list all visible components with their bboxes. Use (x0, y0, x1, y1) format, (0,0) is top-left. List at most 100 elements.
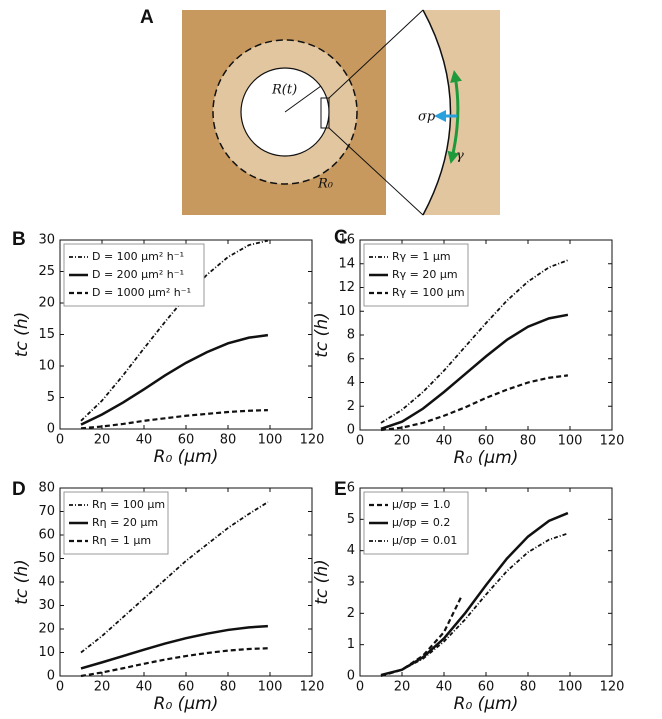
y-tick-label: 25 (38, 264, 55, 279)
y-axis-label: tc (h) (12, 559, 32, 604)
x-tick-label: 80 (520, 434, 537, 449)
zoom-line (328, 127, 424, 216)
legend-label: Rη = 100 μm (92, 498, 165, 511)
x-axis-label: R₀ (μm) (454, 694, 519, 714)
x-tick-label: 80 (220, 680, 237, 695)
x-tick-label: 100 (558, 680, 583, 695)
y-tick-label: 50 (38, 551, 55, 566)
y-tick-label: 5 (347, 512, 355, 527)
y-tick-label: 30 (38, 598, 55, 613)
x-tick-label: 20 (394, 680, 411, 695)
y-axis-label: tc (h) (312, 312, 332, 357)
radius-label: R(t) (271, 83, 297, 98)
tension-label: γ (456, 149, 464, 164)
y-tick-label: 10 (338, 304, 355, 319)
y-tick-label: 16 (338, 233, 355, 248)
x-tick-label: 80 (520, 680, 537, 695)
series-line (380, 597, 462, 678)
x-axis-label: R₀ (μm) (154, 447, 219, 467)
x-tick-label: 120 (600, 434, 625, 449)
y-tick-label: 60 (38, 528, 55, 543)
series-line (380, 374, 569, 432)
x-tick-label: 20 (94, 433, 111, 448)
series-line (380, 532, 569, 676)
y-tick-label: 0 (47, 669, 55, 684)
x-tick-label: 0 (356, 434, 364, 449)
legend-label: D = 200 μm² h⁻¹ (92, 268, 184, 281)
legend-label: Rη = 20 μm (92, 516, 158, 529)
y-tick-label: 6 (347, 481, 355, 496)
panel-label: D (12, 479, 26, 500)
y-tick-label: 10 (38, 645, 55, 660)
legend-label: Rγ = 100 μm (392, 286, 465, 299)
y-tick-label: 15 (38, 327, 55, 342)
zoom-box (320, 97, 330, 129)
x-tick-label: 120 (300, 433, 325, 448)
legend-label: D = 100 μm² h⁻¹ (92, 250, 184, 263)
pressure-label: σp (418, 110, 436, 125)
legend-label: Rγ = 20 μm (392, 268, 458, 281)
y-tick-label: 8 (347, 328, 355, 343)
legend-label: D = 1000 μm² h⁻¹ (92, 286, 191, 299)
x-tick-label: 20 (94, 680, 111, 695)
legend-label: μ/σp = 0.01 (392, 534, 457, 547)
panel-a: A R(t) R₀ σp γ (140, 7, 500, 216)
x-tick-label: 100 (558, 434, 583, 449)
y-tick-label: 20 (38, 622, 55, 637)
y-tick-label: 1 (347, 637, 355, 652)
x-tick-label: 40 (436, 434, 453, 449)
y-tick-label: 14 (338, 256, 355, 271)
panel-label: B (12, 229, 26, 250)
y-tick-label: 40 (38, 575, 55, 590)
y-tick-label: 20 (38, 296, 55, 311)
series-line (380, 259, 569, 424)
x-tick-label: 20 (394, 434, 411, 449)
x-tick-label: 0 (356, 680, 364, 695)
outer-label: R₀ (317, 177, 334, 192)
series-line (80, 624, 268, 670)
x-tick-label: 60 (478, 434, 495, 449)
x-tick-label: 80 (220, 433, 237, 448)
y-axis-label: tc (h) (312, 559, 332, 604)
panel-label: A (140, 7, 154, 28)
series-line (80, 647, 268, 678)
x-tick-label: 100 (258, 433, 283, 448)
y-tick-label: 80 (38, 481, 55, 496)
y-tick-label: 4 (347, 375, 355, 390)
x-axis-label: R₀ (μm) (154, 694, 219, 714)
y-tick-label: 6 (347, 351, 355, 366)
legend-label: Rη = 1 μm (92, 534, 151, 547)
legend-label: Rγ = 1 μm (392, 250, 451, 263)
y-tick-label: 5 (47, 390, 55, 405)
y-tick-label: 70 (38, 504, 55, 519)
x-tick-label: 0 (56, 680, 64, 695)
x-tick-label: 60 (478, 680, 495, 695)
series-line (380, 313, 569, 430)
x-tick-label: 100 (258, 680, 283, 695)
y-tick-label: 12 (338, 280, 355, 295)
y-tick-label: 2 (347, 606, 355, 621)
panel-label: C (334, 227, 348, 248)
x-tick-label: 120 (300, 680, 325, 695)
x-tick-label: 0 (56, 433, 64, 448)
y-tick-label: 0 (47, 422, 55, 437)
series-line (80, 333, 269, 426)
zoom-wound (386, 10, 451, 215)
legend-label: μ/σp = 1.0 (392, 498, 450, 511)
x-tick-label: 120 (600, 680, 625, 695)
y-tick-label: 0 (347, 423, 355, 438)
y-axis-label: tc (h) (12, 312, 32, 357)
x-tick-label: 40 (136, 680, 153, 695)
x-tick-label: 60 (178, 433, 195, 448)
x-axis-label: R₀ (μm) (454, 448, 519, 468)
tension-arrow (447, 70, 462, 164)
y-tick-label: 2 (347, 399, 355, 414)
y-tick-label: 3 (347, 575, 355, 590)
x-tick-label: 40 (136, 433, 153, 448)
y-tick-label: 0 (347, 669, 355, 684)
legend-label: μ/σp = 0.2 (392, 516, 450, 529)
panel-label: E (334, 479, 347, 500)
radius (284, 85, 322, 113)
y-tick-label: 4 (347, 543, 355, 558)
